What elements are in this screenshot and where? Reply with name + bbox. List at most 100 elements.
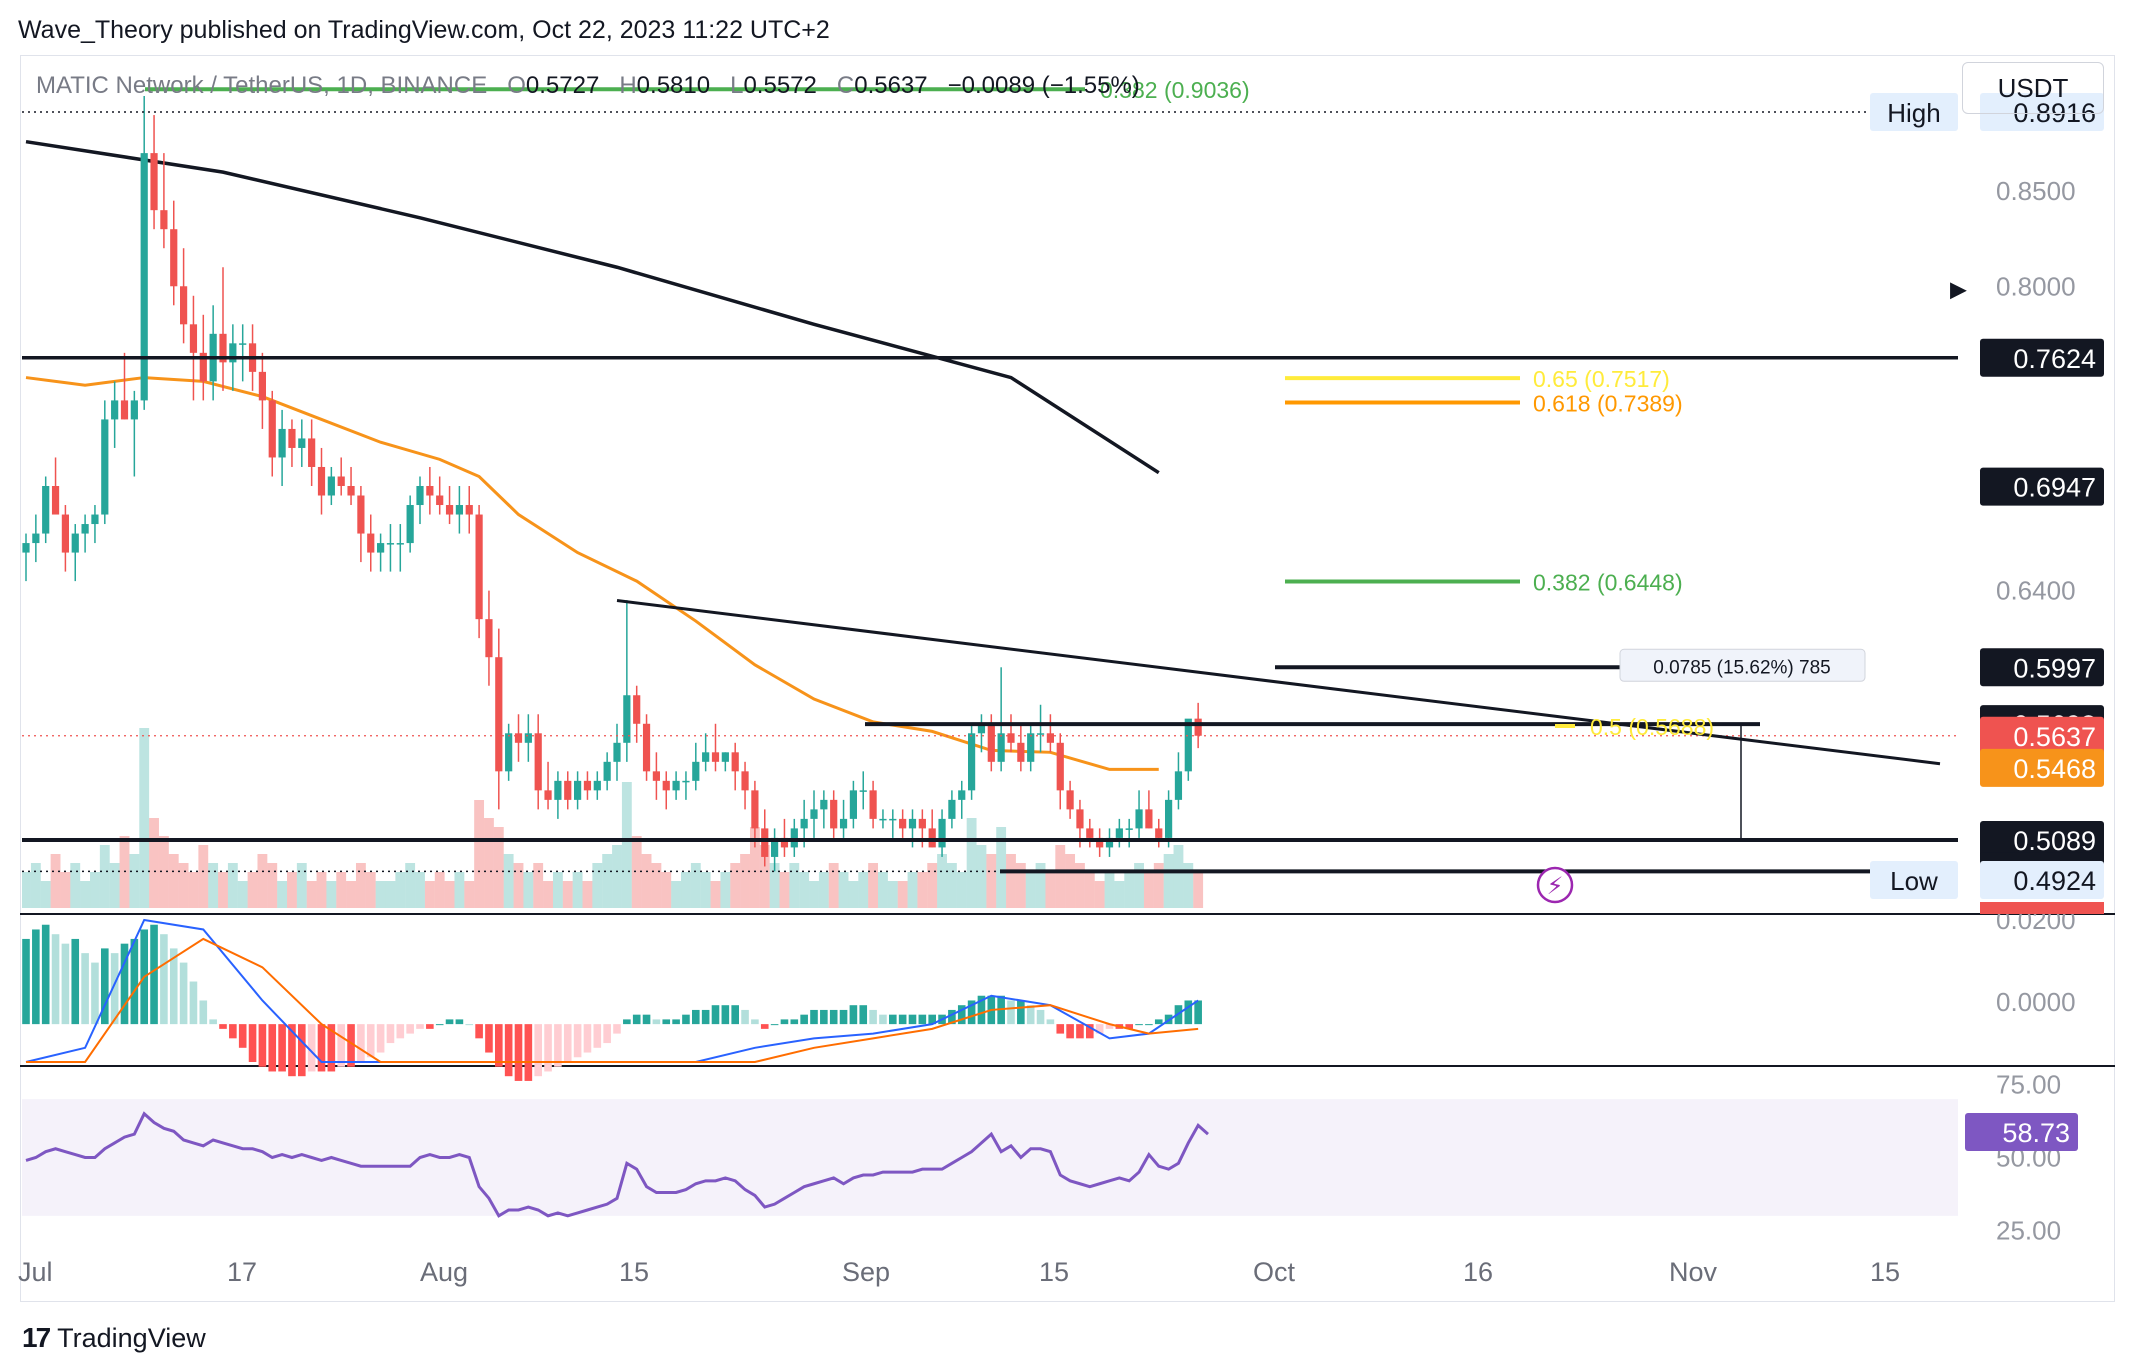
candle-body: [1086, 828, 1094, 838]
candle-body: [958, 790, 966, 800]
time-tick-label: 17: [227, 1257, 257, 1287]
volume-bar: [769, 863, 780, 908]
candle-body: [711, 752, 720, 762]
volume-bar: [454, 872, 465, 908]
candle-body: [298, 438, 306, 448]
macd-histogram-bar: [790, 1019, 799, 1025]
candle-body: [721, 752, 729, 762]
rsi-tick-label: 25.00: [1996, 1215, 2061, 1245]
macd-histogram-bar: [731, 1005, 739, 1025]
volume-bar: [1134, 863, 1144, 908]
macd-histogram-bar: [514, 1024, 523, 1081]
macd-histogram-bar: [751, 1019, 759, 1025]
volume-bar: [828, 863, 839, 908]
volume-bar: [1183, 863, 1194, 908]
macd-histogram-bar: [288, 1024, 296, 1077]
volume-bar: [237, 881, 248, 908]
macd-histogram-bar: [445, 1019, 454, 1025]
candle-body: [1135, 809, 1143, 829]
price-tag-label: 0.6947: [2013, 473, 2096, 503]
candle-body: [810, 809, 818, 819]
volume-bar: [1055, 845, 1066, 908]
candle-body: [170, 229, 178, 287]
volume-bar: [1124, 872, 1135, 908]
candle-body: [406, 505, 414, 544]
volume-bar: [631, 836, 642, 908]
flash-icon: [1536, 866, 1574, 904]
candle-body: [475, 514, 483, 620]
candle-body: [495, 657, 503, 772]
flash-glyph: ⚡: [1547, 872, 1564, 900]
volume-bar: [1025, 872, 1036, 908]
volume-bar: [99, 845, 110, 908]
candle-body: [465, 505, 473, 515]
candle-body: [731, 752, 739, 772]
candle-body: [130, 400, 138, 420]
macd-histogram-bar: [928, 1014, 936, 1025]
candle-body: [219, 333, 227, 363]
candle-body: [61, 514, 69, 553]
price-tick-label: 0.6400: [1996, 576, 2076, 606]
volume-bar: [779, 872, 790, 908]
volume-bar: [1065, 854, 1076, 908]
macd-histogram-bar: [820, 1009, 828, 1025]
candle-body: [524, 733, 532, 743]
candle-body: [1145, 809, 1153, 829]
volume-bar: [80, 881, 91, 908]
price-tag-label: 0.5637: [2013, 722, 2096, 752]
time-tick-label: 15: [1870, 1257, 1900, 1287]
candle-body: [613, 742, 621, 762]
volume-bar: [444, 881, 455, 908]
volume-bar: [671, 881, 682, 908]
macd-histogram-bar: [593, 1024, 602, 1048]
macd-histogram-bar: [366, 1024, 375, 1058]
candle-body: [642, 723, 651, 772]
macd-histogram-bar: [524, 1024, 533, 1081]
macd-histogram-bar: [268, 1024, 277, 1072]
candle-body: [229, 343, 237, 363]
macd-histogram-bar: [81, 953, 89, 1025]
rsi-value-label: 58.73: [2002, 1118, 2070, 1148]
candle-body: [268, 400, 276, 458]
macd-histogram-bar: [110, 953, 119, 1025]
macd-histogram-bar: [1066, 1024, 1074, 1039]
price-tag-label: 0.5997: [2013, 653, 2096, 683]
candle-body: [534, 733, 542, 791]
fib-level-label: 0.5 (0.5688): [1590, 714, 1714, 740]
volume-bar: [907, 872, 918, 908]
macd-histogram-bar: [573, 1024, 582, 1058]
candle-body: [780, 837, 789, 848]
macd-histogram-bar: [711, 1005, 720, 1025]
currency-button[interactable]: USDT: [1962, 62, 2104, 114]
volume-bar: [887, 881, 898, 908]
volume-bar: [316, 872, 327, 908]
candle-body: [899, 818, 907, 829]
price-tick-label: 0.8500: [1996, 176, 2076, 206]
candle-body: [1076, 809, 1084, 829]
volume-bar: [464, 881, 475, 908]
fib-level-label: 0.382 (0.9036): [1100, 77, 1250, 103]
volume-bar: [1075, 863, 1085, 908]
macd-histogram-bar: [435, 1024, 444, 1026]
macd-histogram-bar: [780, 1019, 789, 1025]
volume-bar: [543, 881, 553, 908]
volume-bar: [533, 863, 544, 908]
macd-histogram-bar: [298, 1024, 306, 1077]
candle-body: [652, 771, 660, 781]
price-tag-box: [1980, 821, 2104, 860]
candle-body: [741, 771, 749, 791]
symbol-title[interactable]: MATIC Network / TetherUS, 1D, BINANCE: [36, 72, 488, 99]
time-tick-label: 15: [619, 1257, 649, 1287]
volume-bar: [415, 872, 425, 908]
candle-body: [1184, 718, 1192, 772]
candle-body: [830, 799, 838, 829]
macd-histogram-bar: [859, 1005, 868, 1025]
macd-histogram-bar: [1105, 1024, 1114, 1029]
macd-histogram-bar: [534, 1024, 542, 1077]
rsi-value-tag: [1965, 1113, 2078, 1152]
footer-brand[interactable]: 17 TradingView: [22, 1322, 206, 1353]
price-tag-box: [1980, 338, 2104, 377]
macd-histogram-bar: [61, 943, 70, 1025]
macd-histogram-bar: [839, 1009, 848, 1025]
